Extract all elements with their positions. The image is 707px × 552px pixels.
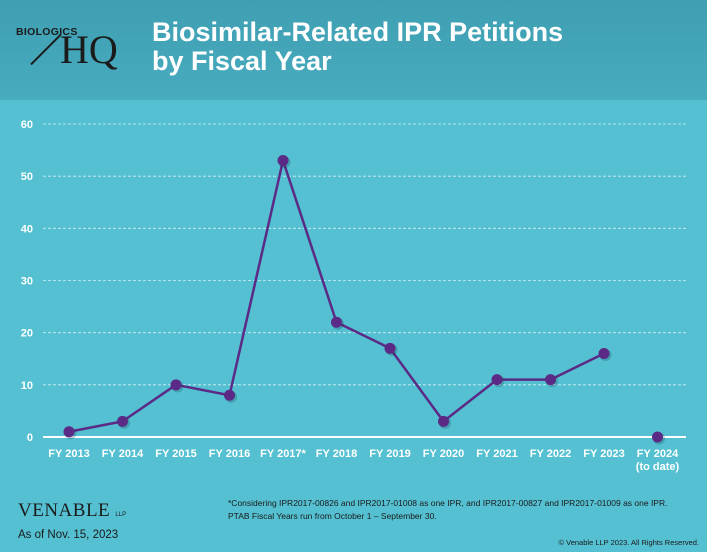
- y-tick-label: 10: [21, 380, 33, 392]
- data-point: [438, 415, 449, 427]
- x-tick-label: FY 2021: [476, 448, 517, 460]
- logo-main-text: HQ: [60, 27, 118, 72]
- logo-top-text: BIOLOGICS: [16, 26, 78, 38]
- x-tick-label: FY 2022: [530, 448, 571, 460]
- x-tick-label: FY 2023: [583, 448, 624, 460]
- y-tick-label: 40: [21, 223, 33, 235]
- venable-logo: VENABLE LLP: [18, 500, 126, 522]
- x-tick-label: FY 2018: [316, 448, 357, 460]
- data-point: [224, 389, 235, 401]
- y-tick-label: 30: [21, 276, 33, 288]
- x-tick-label: FY 2014: [102, 448, 144, 460]
- data-point: [277, 155, 289, 167]
- logo-slash-mark: [30, 34, 62, 66]
- footnote: *Considering IPR2017-00826 and IPR2017-0…: [228, 497, 667, 523]
- title-line-1: Biosimilar-Related IPR Petitions: [152, 17, 564, 47]
- line-chart: 0 10 20 30 40 50 60 FY 2013 FY 2014 FY 2015 FY 201…: [21, 119, 686, 473]
- data-point: [170, 379, 182, 391]
- data-point: [331, 316, 342, 328]
- venable-logo-text: VENABLE: [18, 500, 111, 521]
- data-point: [598, 348, 610, 360]
- y-tick-label: 50: [21, 171, 33, 183]
- x-tick-label: FY 2019: [369, 448, 410, 460]
- header-banner: BIOLOGICS HQ Biosimilar-Related IPR Peti…: [0, 0, 707, 100]
- title-line-2: by Fiscal Year: [152, 46, 332, 76]
- data-point: [117, 415, 128, 427]
- x-tick-sublabel: (to date): [636, 461, 680, 473]
- data-point: [491, 374, 503, 386]
- x-tick-label: FY 2015: [155, 448, 196, 460]
- copyright-notice: © Venable LLP 2023. All Rights Reserved.: [558, 538, 699, 547]
- y-tick-label: 20: [21, 328, 33, 340]
- x-tick-label: FY 2020: [423, 448, 464, 460]
- x-tick-label: FY 2013: [48, 448, 89, 460]
- y-tick-label: 0: [27, 432, 33, 444]
- as-of-date: As of Nov. 15, 2023: [18, 529, 119, 541]
- biologics-hq-logo: BIOLOGICS HQ: [16, 20, 136, 80]
- y-tick-label: 60: [21, 119, 33, 131]
- x-tick-label: FY 2024: [637, 448, 679, 460]
- venable-logo-suffix: LLP: [115, 512, 127, 518]
- x-tick-label: FY 2017*: [260, 448, 306, 460]
- footnote-line-2: PTAB Fiscal Years run from October 1 – S…: [228, 511, 437, 521]
- data-point: [384, 342, 396, 354]
- page-title: Biosimilar-Related IPR Petitions by Fisc…: [152, 18, 563, 76]
- data-point: [652, 431, 663, 443]
- data-point: [545, 374, 556, 386]
- footnote-line-1: *Considering IPR2017-00826 and IPR2017-0…: [228, 498, 668, 508]
- x-tick-label: FY 2016: [209, 448, 250, 460]
- data-point: [63, 426, 75, 438]
- series-line: [68, 159, 605, 434]
